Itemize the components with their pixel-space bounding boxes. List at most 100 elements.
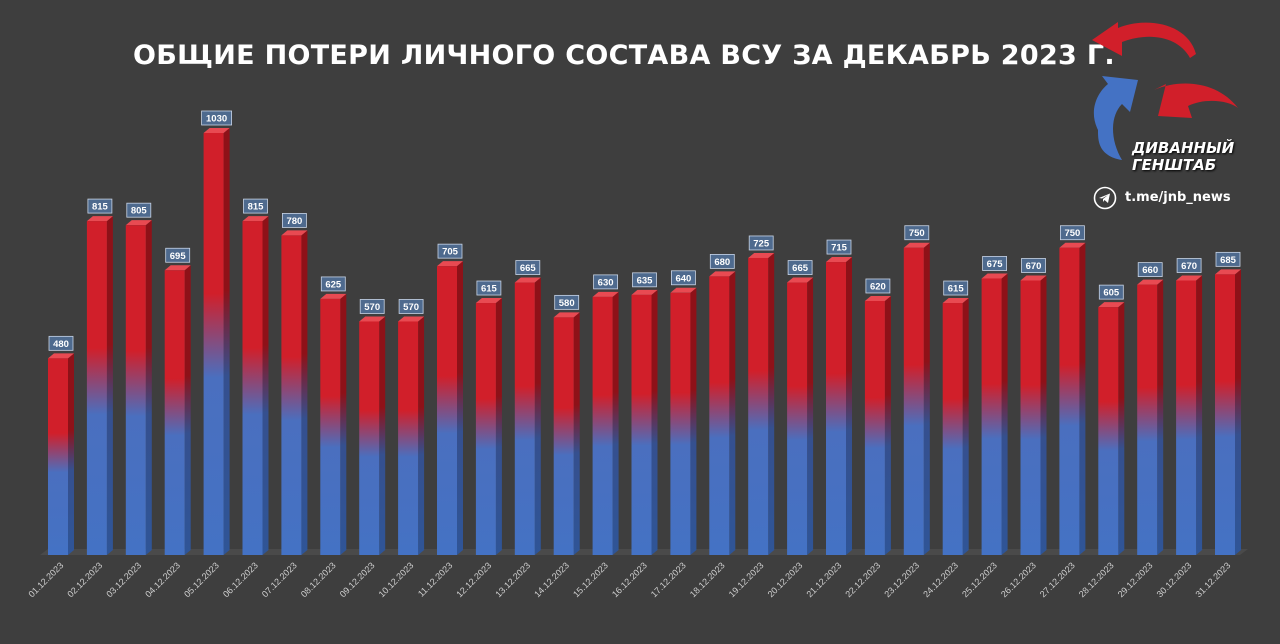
x-tick-label: 18.12.2023: [688, 560, 727, 599]
bar-16.12.2023: [631, 289, 658, 555]
bar-29.12.2023: [1137, 279, 1164, 555]
bar-06.12.2023: [242, 216, 269, 555]
svg-text:665: 665: [520, 263, 537, 274]
bar-03.12.2023: [125, 220, 152, 556]
data-label-10.12.2023: 570: [398, 299, 424, 314]
svg-text:640: 640: [675, 273, 691, 284]
x-tick-label: 30.12.2023: [1155, 560, 1194, 599]
bar-27.12.2023: [1059, 242, 1086, 555]
telegram-handle[interactable]: t.me/jnb_news: [1125, 190, 1231, 205]
x-tick-label: 08.12.2023: [299, 560, 338, 599]
x-tick-label: 22.12.2023: [843, 560, 882, 599]
bar-26.12.2023: [1020, 275, 1047, 555]
svg-text:715: 715: [831, 243, 848, 254]
x-tick-label: 01.12.2023: [26, 560, 65, 599]
data-label-30.12.2023: 670: [1176, 258, 1202, 273]
x-tick-label: 17.12.2023: [649, 560, 688, 599]
svg-text:615: 615: [948, 284, 965, 295]
data-label-18.12.2023: 680: [709, 253, 735, 269]
x-tick-label: 02.12.2023: [65, 560, 104, 599]
x-tick-label: 14.12.2023: [532, 560, 571, 599]
svg-text:670: 670: [1181, 261, 1197, 272]
x-tick-label: 13.12.2023: [493, 560, 532, 599]
bar-01.12.2023: [48, 353, 74, 555]
data-label-22.12.2023: 620: [865, 278, 891, 294]
bar-18.12.2023: [709, 271, 736, 555]
data-label-11.12.2023: 705: [437, 243, 463, 259]
data-label-24.12.2023: 615: [943, 280, 969, 296]
bar-05.12.2023: [203, 128, 230, 555]
data-label-14.12.2023: 580: [554, 294, 580, 310]
svg-text:685: 685: [1220, 255, 1237, 266]
x-tick-label: 16.12.2023: [610, 560, 649, 599]
x-tick-label: 03.12.2023: [104, 560, 143, 599]
bar-21.12.2023: [826, 257, 852, 555]
bar-02.12.2023: [86, 216, 113, 555]
bar-11.12.2023: [437, 261, 463, 555]
bar-31.12.2023: [1215, 269, 1241, 555]
bar-20.12.2023: [787, 277, 814, 555]
data-label-12.12.2023: 615: [476, 280, 502, 296]
x-tick-label: 23.12.2023: [882, 560, 921, 599]
data-label-23.12.2023: 750: [904, 225, 930, 241]
svg-text:580: 580: [559, 298, 575, 309]
telegram-icon: [1093, 186, 1117, 210]
logo-text-line2: ГЕНШТАБ: [1132, 156, 1217, 174]
x-tick-label: 12.12.2023: [454, 560, 493, 599]
svg-text:570: 570: [403, 302, 419, 313]
data-label-31.12.2023: 685: [1215, 251, 1241, 267]
data-label-27.12.2023: 750: [1060, 225, 1085, 241]
x-tick-label: 11.12.2023: [416, 560, 454, 598]
svg-text:615: 615: [481, 284, 498, 295]
x-tick-label: 25.12.2023: [960, 560, 999, 599]
data-label-08.12.2023: 625: [320, 276, 346, 292]
data-label-17.12.2023: 640: [671, 270, 696, 286]
bar-24.12.2023: [942, 298, 969, 555]
bar-09.12.2023: [359, 316, 386, 555]
x-tick-label: 06.12.2023: [221, 560, 260, 599]
x-tick-label: 09.12.2023: [338, 560, 377, 599]
x-tick-label: 10.12.2023: [377, 560, 416, 599]
data-label-03.12.2023: 805: [126, 202, 152, 218]
svg-text:630: 630: [598, 277, 614, 288]
data-label-02.12.2023: 815: [87, 198, 113, 214]
data-label-05.12.2023: 1030: [201, 110, 233, 126]
data-label-19.12.2023: 725: [748, 235, 774, 251]
data-label-07.12.2023: 780: [281, 213, 307, 228]
svg-text:780: 780: [286, 216, 302, 227]
svg-text:695: 695: [170, 251, 187, 262]
svg-text:570: 570: [364, 302, 380, 313]
x-tick-label: 21.12.2023: [804, 560, 843, 599]
data-label-06.12.2023: 815: [243, 198, 268, 214]
x-tick-label: 31.12.2023: [1193, 560, 1232, 599]
svg-text:635: 635: [637, 275, 654, 286]
svg-text:705: 705: [442, 247, 459, 258]
svg-text:665: 665: [792, 263, 809, 274]
x-tick-label: 19.12.2023: [727, 560, 766, 599]
x-tick-label: 20.12.2023: [766, 560, 805, 599]
bar-22.12.2023: [864, 295, 891, 555]
bar-13.12.2023: [514, 277, 541, 555]
data-label-04.12.2023: 695: [165, 247, 191, 263]
data-label-13.12.2023: 665: [515, 260, 541, 275]
data-label-29.12.2023: 660: [1137, 262, 1163, 277]
bar-28.12.2023: [1098, 302, 1125, 555]
svg-text:815: 815: [248, 202, 265, 213]
chart-title: ОБЩИЕ ПОТЕРИ ЛИЧНОГО СОСТАВА ВСУ ЗА ДЕКА…: [133, 40, 1115, 71]
x-tick-label: 24.12.2023: [921, 560, 960, 599]
data-label-21.12.2023: 715: [826, 239, 852, 255]
svg-text:620: 620: [870, 281, 886, 292]
logo-text-line1: ДИВАННЫЙ: [1132, 139, 1235, 157]
bar-07.12.2023: [281, 230, 308, 555]
svg-text:815: 815: [92, 202, 109, 213]
x-tick-label: 29.12.2023: [1116, 560, 1155, 599]
svg-text:1030: 1030: [206, 114, 227, 125]
x-tick-label: 28.12.2023: [1077, 560, 1116, 599]
bar-30.12.2023: [1176, 275, 1203, 555]
bar-23.12.2023: [903, 242, 930, 555]
data-label-26.12.2023: 670: [1021, 258, 1046, 273]
svg-text:605: 605: [1103, 288, 1120, 299]
bar-25.12.2023: [981, 273, 1008, 555]
bar-10.12.2023: [398, 316, 425, 555]
